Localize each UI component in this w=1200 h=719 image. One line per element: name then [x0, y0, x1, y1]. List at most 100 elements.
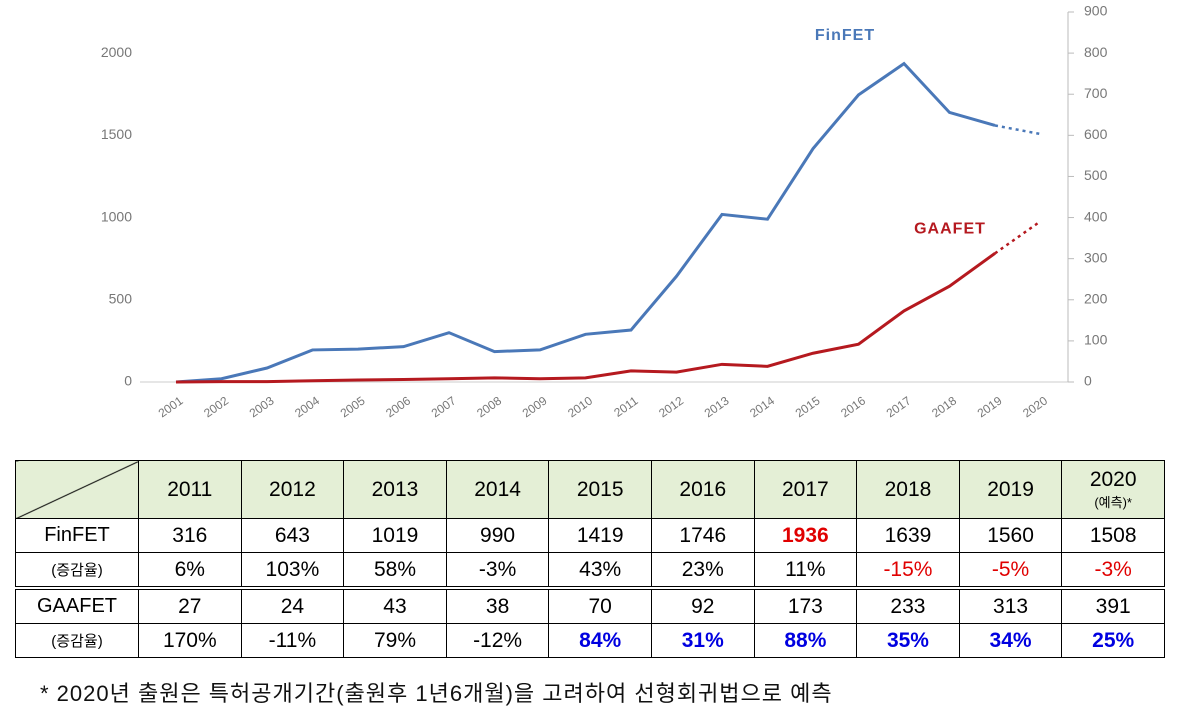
y-tick-label: 0	[124, 373, 132, 389]
table-cell: 27	[138, 586, 242, 624]
footnote: * 2020년 출원은 특허공개기간(출원후 1년6개월)을 고려하여 선형회귀…	[40, 681, 833, 706]
column-year: 2011	[167, 477, 213, 501]
table-cell: 173	[753, 586, 858, 624]
x-tick-label: 2018	[929, 393, 959, 420]
y2-tick-label: 300	[1084, 249, 1108, 265]
x-tick-label: 2014	[747, 393, 777, 420]
y2-tick-label: 600	[1084, 126, 1108, 142]
table-cell: 316	[138, 518, 242, 553]
column-year: 2015	[576, 477, 624, 501]
series-label: GAAFET	[914, 221, 986, 238]
line	[175, 61, 996, 384]
table-cell: 6%	[138, 552, 242, 589]
x-tick-label: 2020	[1020, 393, 1050, 420]
x-tick-label: 2006	[383, 393, 413, 420]
table-cell: 1746	[650, 518, 755, 553]
column-year: 2017	[782, 477, 829, 501]
chart: 0 500 1000 1500 2000 0 100 200 300 400 500 600 700 80…	[101, 3, 1108, 421]
y2-tick-label: 400	[1084, 208, 1108, 224]
y2-tick-label: 700	[1084, 85, 1108, 101]
table-cell: -11%	[240, 623, 345, 658]
table-cell: -15%	[856, 552, 960, 589]
column-header: 2015	[548, 460, 652, 519]
x-tick-label: 2004	[292, 393, 322, 420]
table-row: (증감율) 170% -11% 79% -12% 84% 31% 88% 35% 34% 25%	[15, 623, 1165, 658]
table-cell: 35%	[856, 623, 960, 658]
x-tick-label: 2005	[338, 393, 368, 420]
table-cell: 70	[548, 586, 652, 624]
y-tick-label: 1500	[101, 126, 132, 142]
corner-cell	[15, 460, 139, 519]
table-cell: 1936	[753, 518, 858, 553]
table-cell: 88%	[753, 623, 858, 658]
y2-tick-label: 900	[1084, 3, 1108, 19]
table-cell: 11%	[753, 552, 858, 589]
forecast-line	[994, 220, 1042, 255]
column-year: 2016	[679, 477, 727, 501]
table-cell: -12%	[445, 623, 550, 658]
column-header: 2020 (예측)*	[1061, 460, 1165, 519]
forecast-line	[994, 124, 1041, 136]
row-label: (증감율)	[15, 623, 139, 658]
y-tick-label: 500	[109, 290, 133, 306]
table-row: GAAFET 27 24 43 38 70 92 173 233 313 391	[15, 586, 1165, 624]
column-year: 2018	[884, 477, 932, 501]
x-tick-label: 2015	[793, 393, 823, 420]
table-cell: 79%	[343, 623, 447, 658]
line	[175, 252, 996, 384]
column-header: 2012	[240, 460, 345, 519]
x-tick-label: 2010	[565, 393, 595, 420]
x-tick-label: 2019	[975, 393, 1005, 420]
x-tick-label: 2013	[702, 393, 732, 420]
table-cell: 103%	[240, 552, 345, 589]
table-row: (증감율) 6% 103% 58% -3% 43% 23% 11% -15% -5% -3%	[15, 552, 1165, 589]
table-cell: -5%	[958, 552, 1063, 589]
x-tick-label: 2011	[611, 393, 640, 419]
y-tick-label: 1000	[101, 208, 132, 224]
x-tick-label: 2003	[247, 393, 277, 420]
x-tick-label: 2001	[156, 393, 186, 420]
x-tick-label: 2007	[429, 393, 459, 420]
table-cell: 43	[343, 586, 447, 624]
table-cell: 170%	[138, 623, 242, 658]
table-cell: 233	[856, 586, 960, 624]
table-cell: 31%	[650, 623, 755, 658]
table-cell: 1019	[343, 518, 447, 553]
table-cell: 1639	[856, 518, 960, 553]
table-cell: 643	[240, 518, 345, 553]
table-cell: 391	[1061, 586, 1165, 624]
column-header: 2011	[138, 460, 242, 519]
table-cell: 34%	[958, 623, 1063, 658]
table-cell: 990	[445, 518, 550, 553]
table-cell: 23%	[650, 552, 755, 589]
x-tick-label: 2012	[656, 393, 686, 420]
column-year: 2019	[987, 477, 1034, 501]
table-cell: 1419	[548, 518, 652, 553]
row-label: GAAFET	[15, 586, 139, 624]
column-year: 2013	[371, 477, 419, 501]
table-cell: -3%	[445, 552, 550, 589]
y2-tick-label: 200	[1084, 290, 1108, 306]
column-header: 2014	[445, 460, 550, 519]
table-cell: 25%	[1061, 623, 1165, 658]
column-note: (예측)*	[1094, 495, 1132, 510]
column-year: 2014	[474, 477, 521, 501]
row-label: (증감율)	[15, 552, 139, 589]
y2-tick-label: 800	[1084, 44, 1108, 60]
row-label: FinFET	[15, 518, 139, 553]
table-row: FinFET 316 643 1019 990 1419 1746 1936 1639 1560 1…	[15, 518, 1165, 553]
table-cell: 92	[650, 586, 755, 624]
column-header: 2013	[343, 460, 447, 519]
header-row: 2011 2012 2013 2014 2015 2016 2017 2018 2019 2020…	[15, 460, 1165, 519]
table-cell: 84%	[548, 623, 652, 658]
table-cell: 313	[958, 586, 1063, 624]
table-cell: 38	[445, 586, 550, 624]
data-table: 2011 2012 2013 2014 2015 2016 2017 2018 2019 2020…	[15, 460, 1165, 658]
x-tick-label: 2016	[838, 393, 868, 420]
column-year: 2012	[269, 477, 316, 501]
y2-tick-label: 500	[1084, 167, 1108, 183]
series-label: FinFET	[815, 27, 875, 44]
table-cell: 58%	[343, 552, 447, 589]
y-tick-label: 2000	[101, 44, 132, 60]
